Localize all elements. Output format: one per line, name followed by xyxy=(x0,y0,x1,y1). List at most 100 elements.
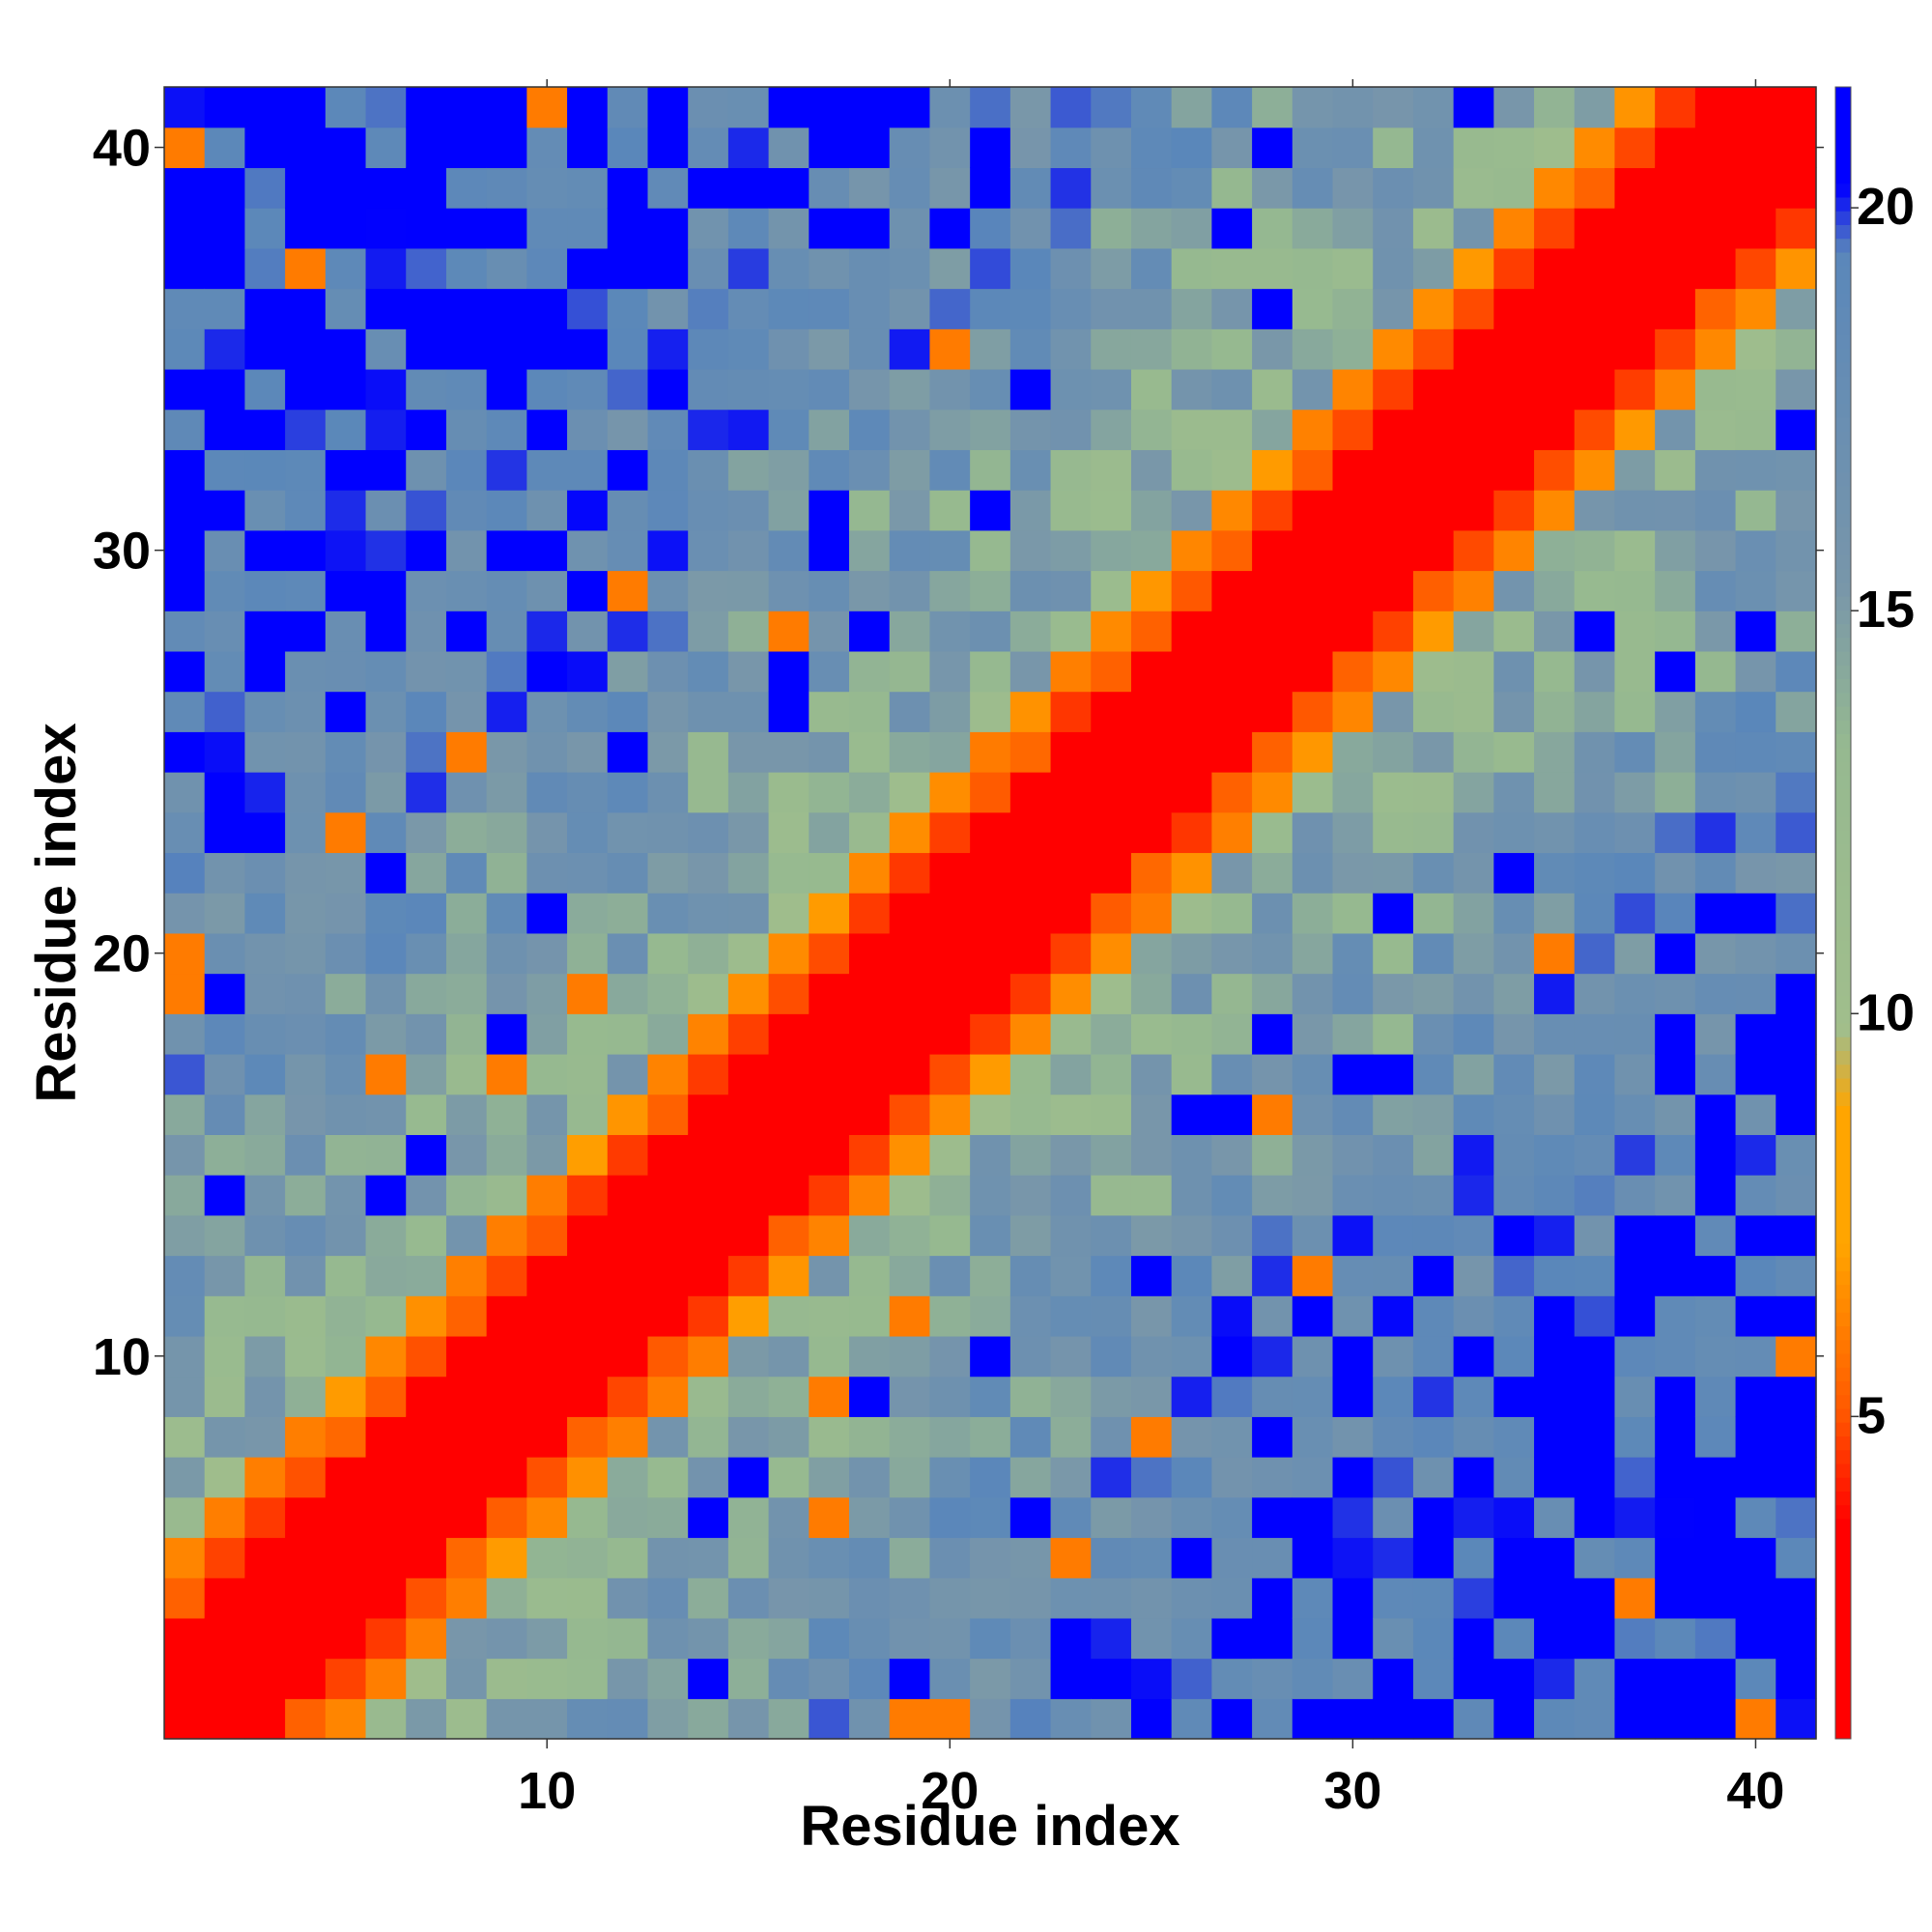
heatmap-cell xyxy=(325,1134,367,1176)
heatmap-cell xyxy=(688,1617,729,1660)
heatmap-cell xyxy=(1373,1698,1414,1740)
heatmap-cell xyxy=(1130,1537,1173,1578)
colorbar-frame xyxy=(1834,86,1852,1740)
heatmap-cell xyxy=(1252,611,1293,652)
heatmap-cell xyxy=(1453,1053,1494,1095)
heatmap-cell xyxy=(1735,529,1776,572)
heatmap-cell xyxy=(1574,328,1616,370)
heatmap-cell xyxy=(164,650,206,693)
heatmap-cell xyxy=(1776,1255,1817,1296)
heatmap-cell xyxy=(1694,1698,1737,1740)
heatmap-cell xyxy=(849,328,891,370)
heatmap-cell xyxy=(1534,87,1576,128)
heatmap-cell xyxy=(1776,570,1817,611)
heatmap-cell xyxy=(607,973,649,1014)
heatmap-cell xyxy=(929,811,971,854)
heatmap-cell xyxy=(607,731,649,773)
heatmap-cell xyxy=(1130,167,1173,209)
heatmap-cell xyxy=(406,932,447,975)
colorbar-segment xyxy=(1835,1449,1851,1464)
heatmap-cell xyxy=(1091,1013,1132,1055)
heatmap-cell xyxy=(526,1094,568,1135)
heatmap-cell xyxy=(1292,127,1334,169)
heatmap-cell xyxy=(406,368,447,411)
heatmap-cell xyxy=(244,1416,286,1458)
heatmap-cell xyxy=(1493,691,1535,732)
heatmap-cell xyxy=(688,893,729,934)
heatmap-cell xyxy=(244,1376,286,1417)
heatmap-cell xyxy=(849,650,891,693)
heatmap-cell xyxy=(1493,288,1535,329)
heatmap-cell xyxy=(1694,1175,1737,1216)
heatmap-cell xyxy=(325,449,367,491)
heatmap-cell xyxy=(325,570,367,611)
heatmap-cell xyxy=(1171,1295,1212,1337)
colorbar-segment xyxy=(1835,1629,1851,1643)
heatmap-cell xyxy=(849,570,891,611)
heatmap-cell xyxy=(1252,570,1293,611)
heatmap-cell xyxy=(647,1094,689,1135)
heatmap-cell xyxy=(1493,1496,1535,1539)
heatmap-cell xyxy=(1009,127,1052,169)
heatmap-cell xyxy=(1614,288,1656,329)
heatmap-cell xyxy=(1130,731,1173,773)
heatmap-cell xyxy=(1493,650,1535,693)
heatmap-cell xyxy=(1050,1698,1092,1740)
heatmap-cell xyxy=(1211,449,1253,491)
heatmap-cell xyxy=(688,852,729,894)
heatmap-cell xyxy=(889,650,931,693)
heatmap-cell xyxy=(365,1255,407,1296)
colorbar-segment xyxy=(1835,775,1851,790)
heatmap-cell xyxy=(1050,167,1092,209)
heatmap-cell xyxy=(164,731,206,773)
heatmap-cell xyxy=(325,328,367,370)
colorbar-segment xyxy=(1835,1491,1851,1506)
heatmap-cell xyxy=(1130,127,1173,169)
heatmap-cell xyxy=(889,1053,931,1095)
heatmap-cell xyxy=(164,1255,206,1296)
heatmap-cell xyxy=(647,1053,689,1095)
heatmap-cell xyxy=(768,1577,810,1619)
colorbar-segment xyxy=(1835,1119,1851,1134)
heatmap-cell xyxy=(1735,1617,1776,1660)
heatmap-cell xyxy=(1453,691,1494,732)
heatmap-cell xyxy=(1453,570,1494,611)
heatmap-cell xyxy=(727,1053,770,1095)
heatmap-cell xyxy=(1655,650,1696,693)
heatmap-cell xyxy=(285,570,327,611)
heatmap-cell xyxy=(929,449,971,491)
heatmap-cell xyxy=(889,288,931,329)
heatmap-cell xyxy=(727,529,770,572)
heatmap-cell xyxy=(204,127,246,169)
heatmap-cell xyxy=(1694,490,1737,531)
colorbar-segment xyxy=(1835,995,1851,1010)
heatmap-cell xyxy=(1735,611,1776,652)
heatmap-cell xyxy=(809,1053,850,1095)
plot-frame xyxy=(163,86,1817,1740)
heatmap-cell xyxy=(567,1295,609,1337)
heatmap-cell xyxy=(365,1214,407,1257)
heatmap-cell xyxy=(647,1698,689,1740)
heatmap-cell xyxy=(1493,1255,1535,1296)
heatmap-cell xyxy=(768,167,810,209)
heatmap-cell xyxy=(1252,1537,1293,1578)
heatmap-cell xyxy=(526,650,568,693)
heatmap-cell xyxy=(285,1658,327,1699)
heatmap-cell xyxy=(1009,1094,1052,1135)
heatmap-cell xyxy=(647,772,689,813)
heatmap-cell xyxy=(244,529,286,572)
heatmap-cell xyxy=(1050,409,1092,450)
heatmap-cell xyxy=(1050,811,1092,854)
heatmap-cell xyxy=(365,852,407,894)
heatmap-cell xyxy=(1412,852,1455,894)
colorbar-segment xyxy=(1835,568,1851,583)
heatmap-cell xyxy=(1574,731,1616,773)
heatmap-cell xyxy=(1493,208,1535,249)
heatmap-cell xyxy=(1091,1457,1132,1498)
heatmap-cell xyxy=(1009,893,1052,934)
heatmap-cell xyxy=(1211,1255,1253,1296)
heatmap-cell xyxy=(809,932,850,975)
heatmap-cell xyxy=(688,1698,729,1740)
heatmap-cell xyxy=(1050,368,1092,411)
heatmap-cell xyxy=(1332,1134,1374,1176)
